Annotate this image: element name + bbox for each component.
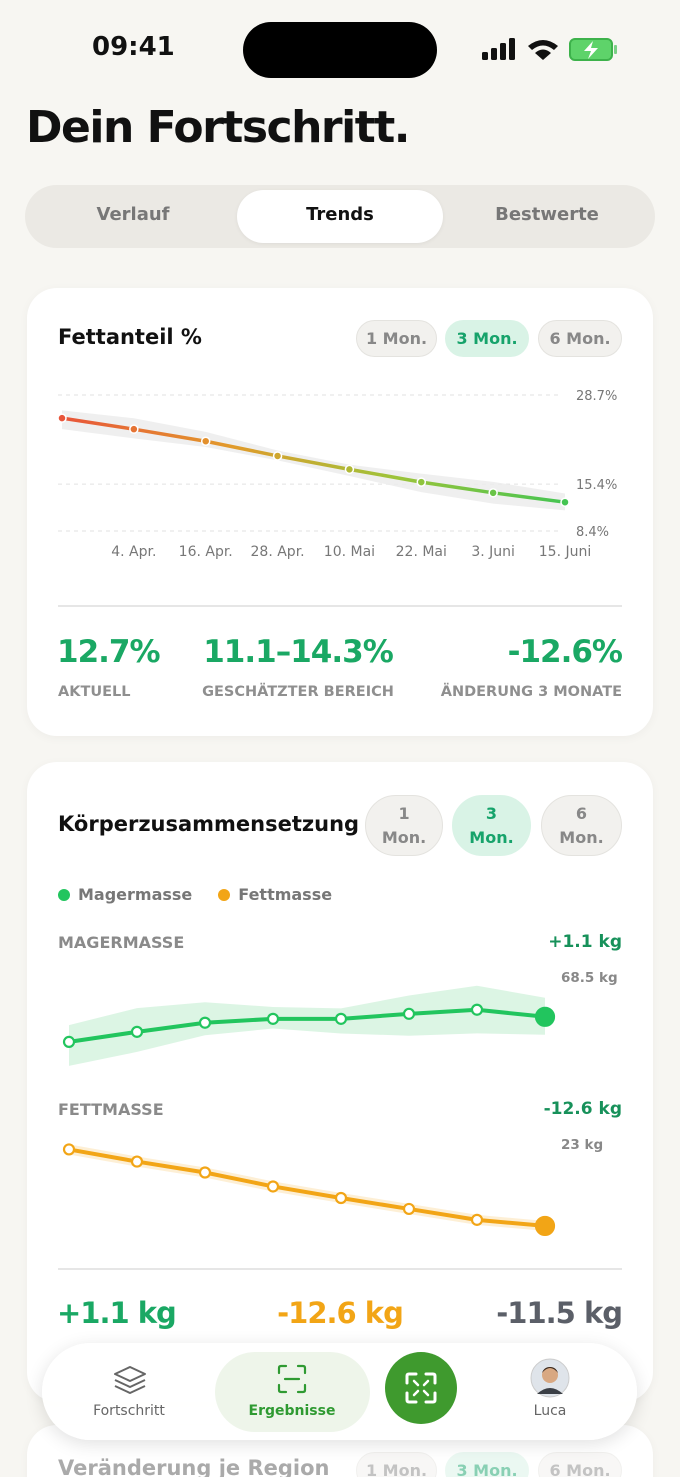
change-value: +1.1 kg <box>548 932 622 952</box>
point <box>57 413 67 423</box>
x-tick-label: 3. Juni <box>471 544 515 560</box>
point <box>130 1025 144 1038</box>
x-tick-label: 4. Apr. <box>111 544 156 560</box>
point <box>402 1202 416 1216</box>
summary-value: -12.6 kg <box>277 1296 404 1330</box>
tab[interactable]: Verlauf <box>96 204 170 225</box>
section-label: MAGERMASSE <box>58 933 185 952</box>
period-pill[interactable]: 6 Mon. <box>541 795 622 856</box>
y-tick-label: 15.4% <box>576 478 617 493</box>
period-pill[interactable]: 6 Mon. <box>538 320 622 357</box>
summary-value: -11.5 kg <box>496 1296 623 1330</box>
legend-item: Magermasse <box>58 885 192 904</box>
divider <box>58 605 622 607</box>
current-value: 23 kg <box>561 1137 604 1153</box>
stat-value: 11.1–14.3% <box>203 634 394 670</box>
page-title: Dein Fortschritt. <box>26 102 410 153</box>
line <box>67 1007 547 1044</box>
point <box>62 1143 76 1156</box>
tab-active-bg <box>237 190 443 243</box>
nav-label[interactable]: Luca <box>533 1403 567 1419</box>
divider <box>58 1268 622 1270</box>
stat-label: ÄNDERUNG 3 MONATE <box>440 684 622 700</box>
point <box>534 1215 556 1237</box>
nav-label[interactable]: Fortschritt <box>93 1403 165 1419</box>
period-pill[interactable]: 3 Mon. <box>445 1452 529 1477</box>
point <box>334 1191 348 1205</box>
x-tick-label: 16. Apr. <box>179 544 233 560</box>
x-tick-label: 28. Apr. <box>251 544 305 560</box>
nav-label[interactable]: Ergebnisse <box>248 1403 336 1419</box>
line <box>67 1147 547 1228</box>
card-title: Körperzusammensetzung <box>58 812 360 836</box>
nav-icon <box>114 1366 146 1394</box>
summary-value: +1.1 kg <box>57 1296 177 1330</box>
point <box>402 1007 416 1020</box>
point <box>129 424 139 434</box>
period-pill[interactable]: 6 Mon. <box>538 1452 622 1477</box>
period-pill[interactable]: 1 Mon. <box>356 1452 437 1477</box>
change-value: -12.6 kg <box>543 1099 622 1119</box>
point <box>62 1035 76 1048</box>
point <box>488 488 498 498</box>
nav-icon <box>277 1364 307 1394</box>
legend-label: Magermasse <box>78 885 193 904</box>
tab[interactable]: Trends <box>306 204 374 225</box>
point <box>470 1213 484 1226</box>
current-value: 68.5 kg <box>561 970 618 986</box>
card-title: Veränderung je Region <box>58 1456 330 1477</box>
status-icons <box>482 38 617 61</box>
dynamic-island <box>243 22 437 78</box>
avatar[interactable] <box>530 1358 570 1398</box>
status-time: 09:41 <box>92 32 175 62</box>
point <box>344 464 355 475</box>
range-band <box>69 985 545 1066</box>
point <box>198 1016 212 1029</box>
legend-item: Fettmasse <box>218 885 332 904</box>
tab[interactable]: Bestwerte <box>495 204 599 225</box>
x-tick-label: 22. Mai <box>396 544 447 560</box>
point <box>198 1166 212 1179</box>
point <box>130 1155 144 1168</box>
legend: Magermasse Fettmasse <box>58 885 332 904</box>
point <box>534 1006 556 1027</box>
section-label: FETTMASSE <box>58 1100 164 1119</box>
stat-label: GESCHÄTZTER BEREICH <box>202 684 394 700</box>
legend-dot <box>58 888 70 901</box>
period-pill[interactable]: 1 Mon. <box>356 320 437 357</box>
point <box>416 477 427 487</box>
stat-value: 12.7% <box>57 634 161 670</box>
point <box>334 1012 348 1025</box>
point <box>200 436 211 446</box>
y-tick-label: 28.7% <box>576 389 617 404</box>
line <box>60 416 567 504</box>
point <box>560 497 570 507</box>
period-pill[interactable]: 3 Mon. <box>445 320 529 357</box>
card-title: Fettanteil % <box>58 325 202 349</box>
card <box>27 762 653 1402</box>
stat-value: -12.6% <box>507 634 623 670</box>
point <box>272 451 283 461</box>
x-tick-label: 10. Mai <box>324 544 375 560</box>
legend-label: Fettmasse <box>238 885 333 904</box>
scan-button[interactable] <box>380 1347 462 1429</box>
stat-label: AKTUELL <box>58 684 131 700</box>
point <box>470 1003 484 1016</box>
legend-dot <box>218 888 231 901</box>
point <box>266 1012 280 1025</box>
point <box>266 1180 280 1193</box>
nav-active-bg <box>215 1352 370 1432</box>
period-pill[interactable]: 3 Mon. <box>452 795 531 856</box>
period-pill[interactable]: 1 Mon. <box>365 795 443 856</box>
y-tick-label: 8.4% <box>576 525 609 540</box>
card <box>27 288 653 736</box>
x-tick-label: 15. Juni <box>539 544 591 560</box>
